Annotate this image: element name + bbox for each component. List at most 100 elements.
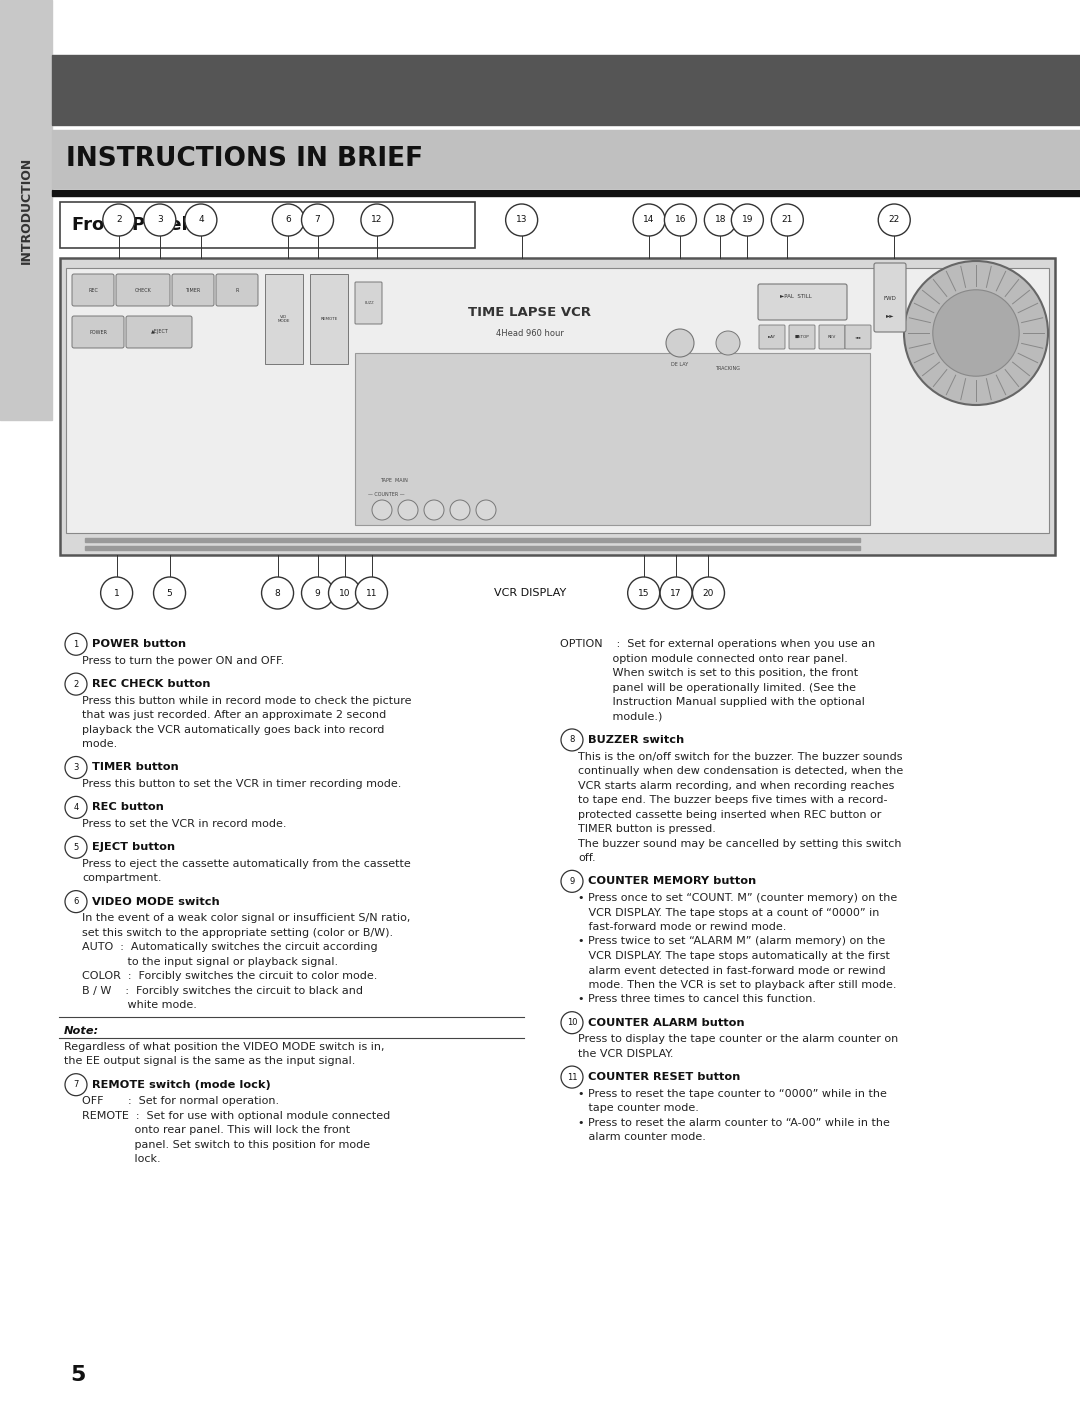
Text: FWD: FWD <box>883 295 896 301</box>
Text: B / W    :  Forcibly switches the circuit to black and: B / W : Forcibly switches the circuit to… <box>82 986 363 996</box>
Circle shape <box>372 500 392 520</box>
Text: OPTION    :  Set for external operations when you use an: OPTION : Set for external operations whe… <box>561 639 875 649</box>
Text: INTRODUCTION: INTRODUCTION <box>19 156 32 264</box>
Text: This is the on/off switch for the buzzer. The buzzer sounds: This is the on/off switch for the buzzer… <box>578 752 903 762</box>
Text: panel. Set switch to this position for mode: panel. Set switch to this position for m… <box>82 1139 370 1149</box>
FancyBboxPatch shape <box>819 325 845 348</box>
Bar <box>52 55 1080 125</box>
Circle shape <box>65 836 87 858</box>
Text: COUNTER RESET button: COUNTER RESET button <box>588 1072 741 1082</box>
Text: Regardless of what position the VIDEO MODE switch is in,: Regardless of what position the VIDEO MO… <box>64 1043 384 1052</box>
Text: In the event of a weak color signal or insufficient S/N ratio,: In the event of a weak color signal or i… <box>82 913 410 923</box>
Circle shape <box>144 204 176 236</box>
Text: ▲EJECT: ▲EJECT <box>151 330 168 334</box>
Text: Press to display the tape counter or the alarm counter on: Press to display the tape counter or the… <box>578 1034 899 1044</box>
Circle shape <box>561 729 583 750</box>
Bar <box>310 274 348 364</box>
FancyBboxPatch shape <box>759 325 785 348</box>
Text: • Press to reset the alarm counter to “A-00” while in the: • Press to reset the alarm counter to “A… <box>578 1118 890 1128</box>
Text: REC: REC <box>89 288 98 292</box>
Text: EJECT button: EJECT button <box>92 842 175 853</box>
Bar <box>355 353 870 525</box>
Text: 2: 2 <box>73 680 79 688</box>
Text: 22: 22 <box>889 215 900 225</box>
Text: Press to eject the cassette automatically from the cassette: Press to eject the cassette automaticall… <box>82 858 410 868</box>
Text: VCR DISPLAY. The tape stops automatically at the first: VCR DISPLAY. The tape stops automaticall… <box>578 951 890 961</box>
Text: COUNTER MEMORY button: COUNTER MEMORY button <box>588 877 756 887</box>
Text: 14: 14 <box>644 215 654 225</box>
Text: 13: 13 <box>516 215 527 225</box>
Text: R: R <box>235 288 239 292</box>
Text: 6: 6 <box>285 215 292 225</box>
Circle shape <box>65 634 87 655</box>
Text: 7: 7 <box>73 1080 79 1089</box>
Text: TRACKING: TRACKING <box>715 365 741 371</box>
Text: COLOR  :  Forcibly switches the circuit to color mode.: COLOR : Forcibly switches the circuit to… <box>82 971 377 981</box>
Text: REMOTE: REMOTE <box>321 318 338 320</box>
Text: 2: 2 <box>116 215 122 225</box>
Text: off.: off. <box>578 853 596 863</box>
Text: option module connected onto rear panel.: option module connected onto rear panel. <box>561 653 848 663</box>
Bar <box>60 259 1055 555</box>
Text: 15: 15 <box>638 589 649 597</box>
Text: TIMER button is pressed.: TIMER button is pressed. <box>578 825 716 835</box>
Text: Press to set the VCR in record mode.: Press to set the VCR in record mode. <box>82 819 286 829</box>
Circle shape <box>633 204 665 236</box>
Text: VCR DISPLAY. The tape stops at a count of “0000” in: VCR DISPLAY. The tape stops at a count o… <box>578 908 879 917</box>
Circle shape <box>65 756 87 778</box>
Text: 17: 17 <box>671 589 681 597</box>
Text: 7: 7 <box>314 215 321 225</box>
Text: • Press twice to set “ALARM M” (alarm memory) on the: • Press twice to set “ALARM M” (alarm me… <box>578 937 886 947</box>
Circle shape <box>424 500 444 520</box>
Circle shape <box>65 673 87 695</box>
FancyBboxPatch shape <box>172 274 214 306</box>
Text: 9: 9 <box>314 589 321 597</box>
Text: 19: 19 <box>742 215 753 225</box>
Circle shape <box>627 577 660 608</box>
Circle shape <box>505 204 538 236</box>
Text: 20: 20 <box>703 589 714 597</box>
Bar <box>52 131 1080 188</box>
Text: BUZZER switch: BUZZER switch <box>588 735 685 745</box>
Text: 16: 16 <box>675 215 686 225</box>
Text: TIME LAPSE VCR: TIME LAPSE VCR <box>469 306 592 319</box>
Text: VID
MODE: VID MODE <box>278 315 291 323</box>
Circle shape <box>272 204 305 236</box>
Text: 1: 1 <box>113 589 120 597</box>
Text: lock.: lock. <box>82 1155 161 1165</box>
Text: Press to turn the power ON and OFF.: Press to turn the power ON and OFF. <box>82 656 284 666</box>
Text: that was just recorded. After an approximate 2 second: that was just recorded. After an approxi… <box>82 711 387 721</box>
Circle shape <box>771 204 804 236</box>
Text: ◄◄: ◄◄ <box>855 334 861 339</box>
Text: panel will be operationally limited. (See the: panel will be operationally limited. (Se… <box>561 683 856 693</box>
Circle shape <box>65 891 87 913</box>
Text: BUZZ: BUZZ <box>364 301 374 305</box>
Bar <box>66 268 1049 532</box>
Text: 5: 5 <box>70 1366 85 1385</box>
Text: REMOTE  :  Set for use with optional module connected: REMOTE : Set for use with optional modul… <box>82 1111 390 1121</box>
Circle shape <box>716 332 740 355</box>
FancyBboxPatch shape <box>874 263 906 332</box>
Circle shape <box>933 289 1020 377</box>
Text: 9: 9 <box>569 877 575 885</box>
Text: 11: 11 <box>366 589 377 597</box>
Text: protected cassette being inserted when REC button or: protected cassette being inserted when R… <box>578 809 881 819</box>
FancyBboxPatch shape <box>72 316 124 348</box>
Text: the VCR DISPLAY.: the VCR DISPLAY. <box>578 1050 674 1059</box>
Text: OFF       :  Set for normal operation.: OFF : Set for normal operation. <box>82 1096 279 1106</box>
Text: mode. Then the VCR is set to playback after still mode.: mode. Then the VCR is set to playback af… <box>578 981 896 991</box>
Text: playback the VCR automatically goes back into record: playback the VCR automatically goes back… <box>82 725 384 735</box>
Circle shape <box>904 261 1048 405</box>
Text: Press this button while in record mode to check the picture: Press this button while in record mode t… <box>82 695 411 705</box>
FancyBboxPatch shape <box>758 284 847 320</box>
Text: • Press once to set “COUNT. M” (counter memory) on the: • Press once to set “COUNT. M” (counter … <box>578 894 897 903</box>
Text: Note:: Note: <box>64 1026 99 1035</box>
Circle shape <box>301 204 334 236</box>
Text: to the input signal or playback signal.: to the input signal or playback signal. <box>82 957 338 967</box>
FancyBboxPatch shape <box>216 274 258 306</box>
Text: onto rear panel. This will lock the front: onto rear panel. This will lock the fron… <box>82 1125 350 1135</box>
Circle shape <box>561 1066 583 1087</box>
Text: alarm counter mode.: alarm counter mode. <box>578 1132 706 1142</box>
Circle shape <box>878 204 910 236</box>
Bar <box>0 0 52 420</box>
